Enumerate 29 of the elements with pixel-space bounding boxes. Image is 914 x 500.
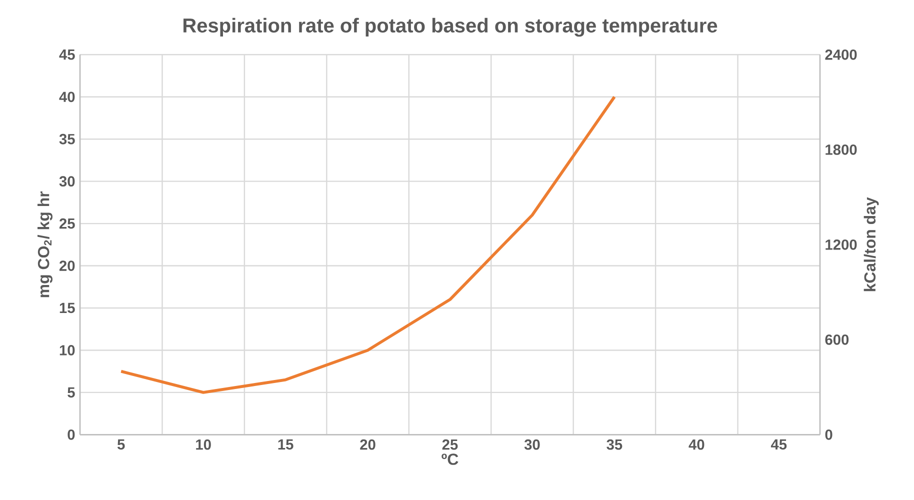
- y2-tick-label: 1800: [826, 144, 857, 155]
- y-tick-label: 0: [68, 429, 75, 440]
- y-tick-label: 10: [60, 345, 75, 356]
- y-tick-label: 20: [59, 260, 75, 271]
- y-tick-label: 35: [59, 134, 75, 144]
- y-tick-label: 40: [59, 92, 75, 102]
- y-tick-label: 30: [59, 176, 75, 187]
- y-axis-title: mg CO$_{2}$/ kg hr: [38, 191, 52, 298]
- y2-tick-label: 1200: [826, 239, 857, 250]
- y-tick-label: 5: [68, 387, 75, 398]
- y-tick-label: 45: [59, 50, 75, 60]
- y2-tick-label: 2400: [825, 49, 857, 60]
- y2-tick-label: 600: [825, 334, 849, 345]
- x-axis-title: ºC: [442, 454, 458, 465]
- y-tick-label: 25: [59, 218, 75, 229]
- y2-tick-label: 0: [825, 429, 832, 440]
- x-tick-label: 25: [442, 439, 458, 450]
- chart-title: Respiration rate of potato based on storage temperature: [184, 18, 718, 37]
- y-tick-label: 15: [60, 302, 75, 314]
- x-tick-label: 15: [278, 439, 294, 450]
- x-tick-label: 5: [117, 439, 125, 450]
- x-tick-label: 20: [360, 439, 376, 450]
- x-tick-label: 30: [524, 439, 540, 450]
- x-tick-label: 45: [770, 439, 787, 450]
- x-tick-label: 35: [606, 439, 622, 450]
- x-tick-label: 10: [196, 439, 211, 450]
- line-series: [120, 95, 616, 394]
- x-tick-label: 40: [688, 439, 704, 450]
- y2-axis-title: kCal/ton day: [864, 197, 879, 292]
